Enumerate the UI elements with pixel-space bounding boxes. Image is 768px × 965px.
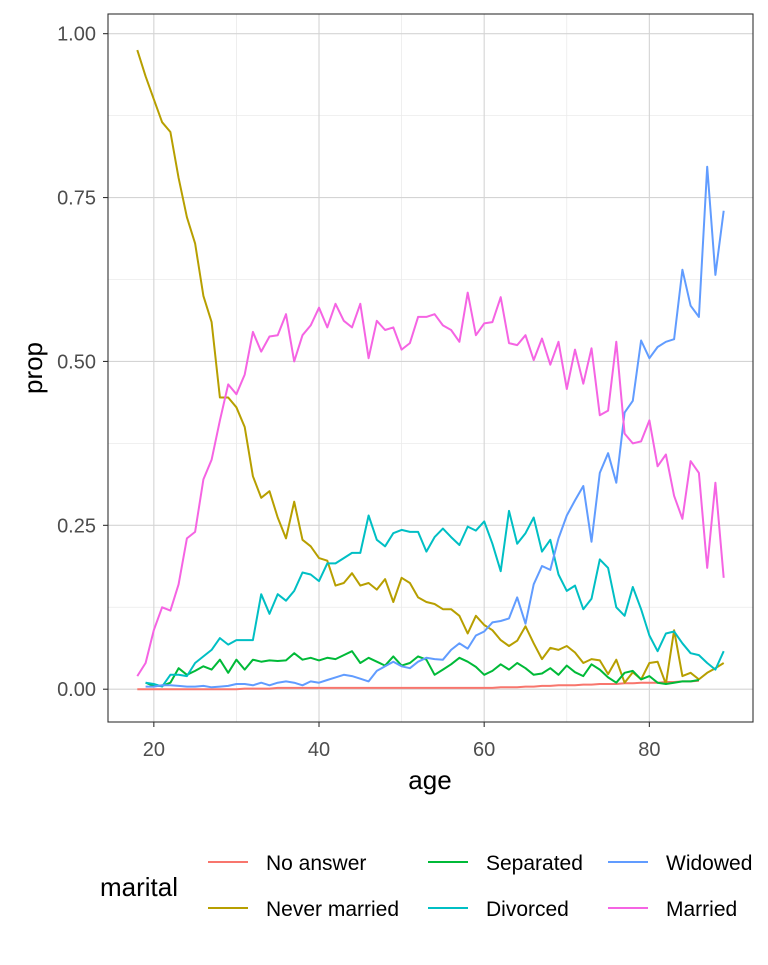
series-line-never-married (136, 49, 725, 685)
series-line-divorced (145, 509, 725, 688)
legend-label-married: Married (666, 898, 737, 921)
x-tick-label: 60 (473, 739, 495, 761)
plot-border (107, 13, 754, 723)
series-line-no-answer (137, 679, 699, 691)
series-lines (136, 49, 725, 691)
legend: marital No answer Never married Separated D… (100, 852, 752, 921)
series-line-married (136, 291, 725, 677)
y-tick-label: 0.00 (57, 679, 96, 701)
legend-label-widowed: Widowed (666, 852, 752, 875)
legend-label-never-married: Never married (266, 898, 399, 921)
legend-label-separated: Separated (486, 852, 583, 875)
legend-label-divorced: Divorced (486, 898, 569, 921)
y-tick-label: 1.00 (57, 24, 96, 46)
x-axis-label: age (408, 765, 451, 795)
y-tick-label: 0.25 (57, 515, 96, 537)
x-tick-label: 40 (308, 739, 330, 761)
ticks: 20 40 60 80 0.00 0.25 0.50 0.75 1.00 (57, 24, 660, 761)
x-tick-label: 20 (143, 739, 165, 761)
y-axis-label: prop (18, 342, 48, 394)
series-line-widowed (145, 165, 725, 689)
legend-label-no-answer: No answer (266, 852, 366, 875)
y-tick-label: 0.50 (57, 351, 96, 373)
legend-title: marital (100, 872, 178, 902)
y-tick-label: 0.75 (57, 188, 96, 210)
x-tick-label: 80 (638, 739, 660, 761)
series-line-separated (145, 650, 700, 687)
grid (108, 14, 753, 722)
